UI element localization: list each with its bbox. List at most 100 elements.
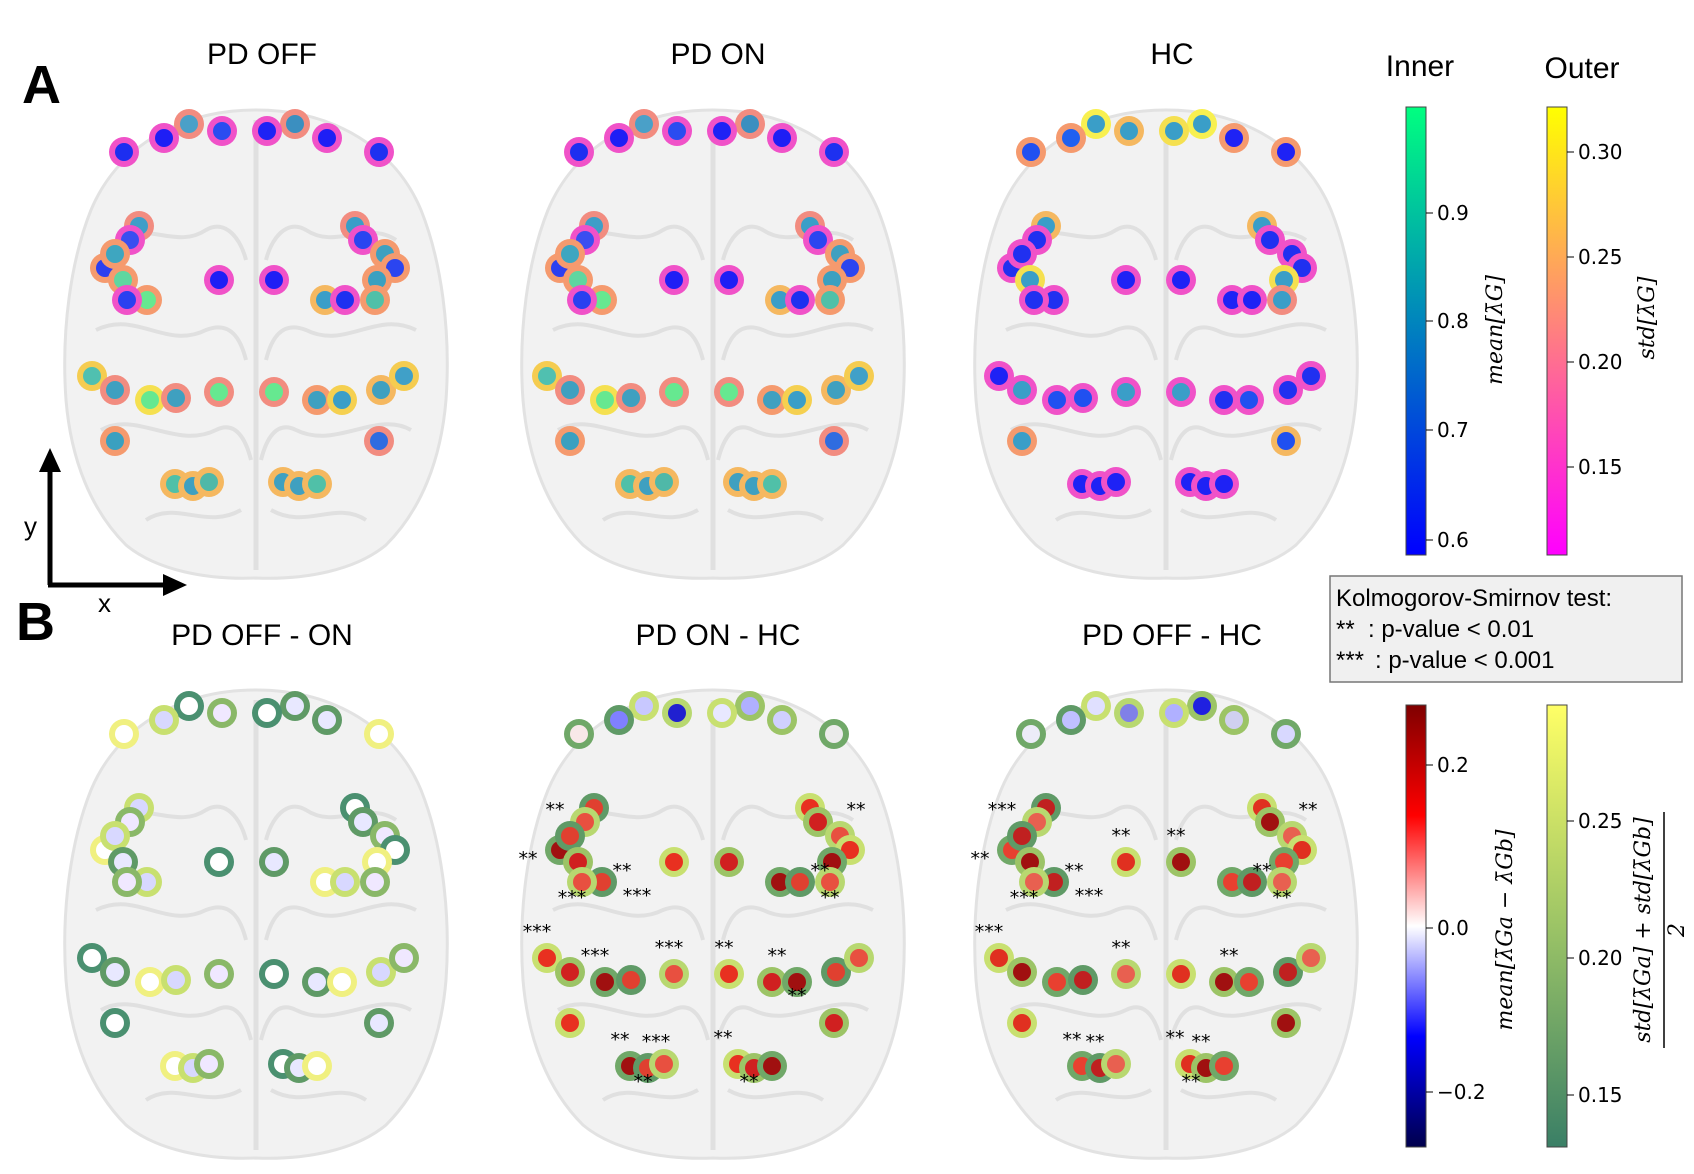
electrode-inner [167,971,185,989]
electrode-inner [561,963,579,981]
electrode-inner [106,432,124,450]
tick-label: −0.2 [1437,1080,1486,1104]
significance-stars: ** [1273,887,1292,909]
title-pd-off-on: PD OFF - ON [171,619,353,652]
electrode-inner [622,971,640,989]
panel-letter-a: A [22,55,61,115]
map-0 [65,109,448,578]
electrode-inner [118,291,136,309]
electrode-inner [210,965,228,983]
electrode-inner [788,391,806,409]
electrode-inner [386,259,404,277]
electrode-inner [1273,291,1291,309]
colorbar-a-inner [1405,106,1427,556]
electrode-inner [1243,873,1261,891]
brain-1 [522,110,905,578]
colorbar-b-inner-ticks: 0.2 0.0 −0.2 [1426,753,1486,1104]
electrode-inner [370,432,388,450]
tick-label: 0.8 [1437,309,1469,333]
electrode-inner [788,973,806,991]
colorbar-title-outer: Outer [1544,52,1619,85]
electrode-inner [1022,143,1040,161]
significance-stars: ** [1182,1071,1201,1093]
electrode-inner [155,129,173,147]
colorbar-a-outer [1546,106,1568,556]
electrode-inner [1279,381,1297,399]
significance-stars: ** [1086,1031,1105,1053]
colorbar-b-outer [1546,704,1568,1148]
electrode-inner [596,391,614,409]
electrode-inner [668,122,686,140]
electrode-inner [1087,697,1105,715]
significance-stars: *** [623,885,652,907]
electrode-inner [771,873,789,891]
electrode-inner [1117,271,1135,289]
colorbar-a-inner-label: mean[λ̄G] [1483,275,1508,385]
electrode-inner [569,853,587,871]
map-5: ********** ******* *********** **** ** ** **** [971,690,1358,1158]
electrode-inner [395,949,413,967]
electrode-inner [210,853,228,871]
colorbar-a-outer-label: std[λ̄G] [1635,276,1660,359]
electrode-inner [1172,271,1190,289]
electrode-inner [1165,704,1183,722]
electrode-inner [990,949,1008,967]
significance-stars: ** [1112,937,1131,959]
electrode-inner [665,271,683,289]
electrode-inner [1120,122,1138,140]
brain-outline [65,690,448,1158]
y-axis-label: y [24,511,37,541]
electrode-inner [1302,367,1320,385]
electrode-inner [1215,391,1233,409]
colorbar-a-inner-ticks: 0.9 0.8 0.7 0.6 [1426,201,1469,552]
electrode-inner [1117,965,1135,983]
electrode-inner [791,873,809,891]
electrode-inner [318,711,336,729]
electrode-inner [1240,973,1258,991]
electrode-inner [386,841,404,859]
electrode-inner [1277,432,1295,450]
electrode-inner [180,115,198,133]
electrode-inner [316,873,334,891]
electrode-inner [720,853,738,871]
electrode-inner [841,259,859,277]
tick-label: 0.30 [1578,140,1623,164]
electrode-inner [1261,813,1279,831]
electrode-inner [167,389,185,407]
electrode-inner [771,291,789,309]
significance-stars: ** [1167,825,1186,847]
electrode-inner [809,813,827,831]
electrode-inner [1273,873,1291,891]
legend-stars-3: *** [1336,647,1364,674]
electrode-inner [1062,711,1080,729]
electrode-inner [570,143,588,161]
significance-stars: ** [1065,860,1084,882]
colorbar-title-inner: Inner [1386,50,1454,83]
electrode-inner [258,122,276,140]
electrode-inner [141,973,159,991]
electrode-inner [763,1057,781,1075]
electrode-inner [1193,115,1211,133]
electrode-inner [308,475,326,493]
electrode-inner [1277,143,1295,161]
electrode-inner [635,115,653,133]
electrode-inner [821,873,839,891]
significance-stars: *** [642,1031,671,1053]
electrode-inner [141,391,159,409]
electrode-inner [720,271,738,289]
electrode-inner [763,973,781,991]
electrode-inner [1223,291,1241,309]
significance-stars: *** [655,937,684,959]
electrode-inner [713,122,731,140]
electrode-inner [635,697,653,715]
electrode-inner [210,271,228,289]
electrode-inner [1240,391,1258,409]
significance-stars: *** [988,799,1017,821]
significance-stars: ** [821,887,840,909]
significance-stars: *** [523,921,552,943]
electrode-inner [155,711,173,729]
electrode-inner [1048,973,1066,991]
map-4: ********* *************** *** ** ****** *****… [519,690,905,1158]
electrode-inner [561,1014,579,1032]
brain-outline [65,110,448,578]
